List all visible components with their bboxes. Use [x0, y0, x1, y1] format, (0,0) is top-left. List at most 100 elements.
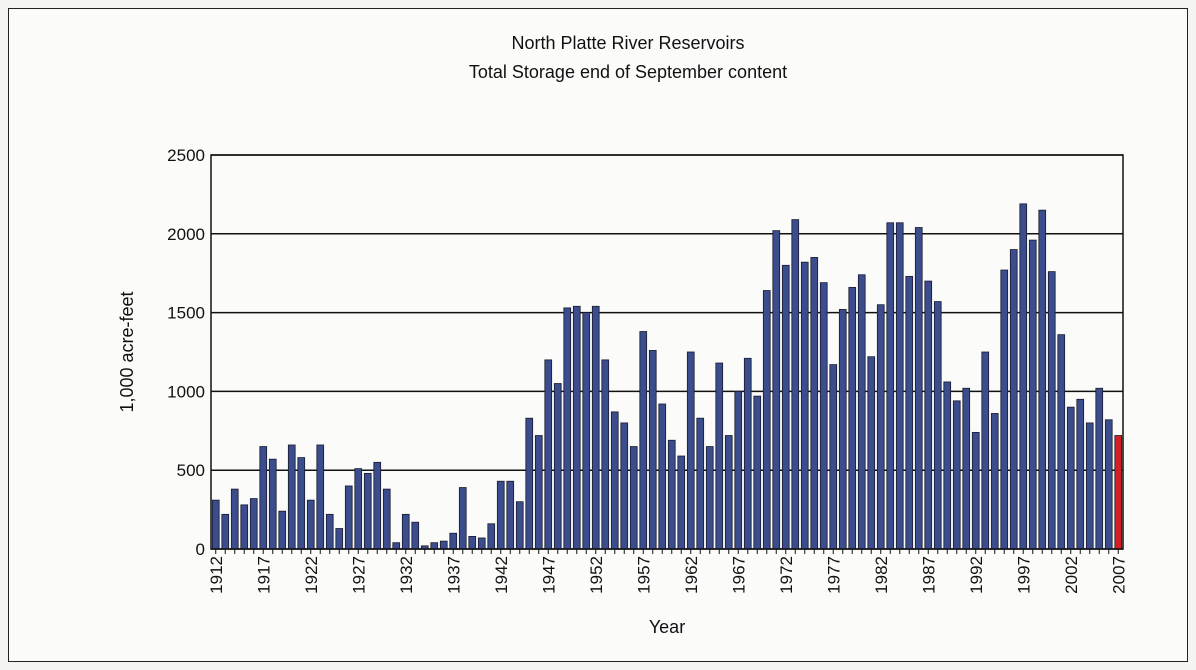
- bar-1959: [658, 403, 667, 550]
- bar-1976: [819, 282, 828, 550]
- bar-1989: [943, 381, 952, 550]
- bar-1984: [895, 222, 904, 550]
- bar-1960: [667, 439, 676, 550]
- bar-1954: [610, 411, 619, 550]
- bar-1921: [297, 457, 306, 550]
- bar-1938: [458, 487, 467, 550]
- bar-1923: [316, 444, 325, 550]
- bar-1930: [382, 488, 391, 550]
- bar-1941: [487, 523, 496, 550]
- bar-1968: [743, 357, 752, 550]
- bar-1932: [401, 513, 410, 550]
- bar-2007: [1114, 435, 1123, 550]
- bar-1988: [933, 301, 942, 550]
- bar-1951: [582, 312, 591, 550]
- x-tick-label: 1942: [492, 556, 511, 594]
- bar-1963: [696, 417, 705, 550]
- y-axis-ticks: 0 500 1000 1500 2000 2500: [167, 146, 205, 559]
- bar-1973: [791, 219, 800, 550]
- y-tick-label: 1000: [167, 382, 205, 401]
- x-tick-label: 1912: [207, 556, 226, 594]
- bar-1985: [905, 275, 914, 550]
- bar-1967: [734, 390, 743, 550]
- x-tick-label: 1937: [444, 556, 463, 594]
- bar-1977: [829, 364, 838, 550]
- bar-1927: [354, 468, 363, 550]
- bar-1971: [772, 230, 781, 550]
- bar-1972: [781, 264, 790, 550]
- bar-1915: [240, 504, 249, 550]
- bar-1983: [886, 222, 895, 550]
- bar-1964: [705, 446, 714, 550]
- chart-title: North Platte River Reservoirs: [511, 33, 744, 53]
- bar-1949: [563, 307, 572, 550]
- y-tick-label: 500: [177, 461, 205, 480]
- bar-1936: [439, 540, 448, 550]
- bar-1999: [1038, 209, 1047, 550]
- bar-2000: [1047, 271, 1056, 550]
- bar-1975: [810, 257, 819, 550]
- y-tick-label: 1500: [167, 304, 205, 323]
- bar-1990: [952, 400, 961, 550]
- bar-2006: [1104, 419, 1113, 550]
- bar-1940: [477, 537, 486, 550]
- bar-1982: [876, 304, 885, 550]
- bar-1931: [392, 542, 401, 550]
- bar-1935: [430, 542, 439, 550]
- bar-1995: [1000, 269, 1009, 550]
- bar-1937: [449, 532, 458, 550]
- bar-1924: [325, 513, 334, 550]
- x-tick-label: 1972: [777, 556, 796, 594]
- x-tick-label: 1947: [539, 556, 558, 594]
- y-tick-label: 2000: [167, 225, 205, 244]
- bar-2004: [1085, 422, 1094, 550]
- bar-1961: [677, 455, 686, 550]
- bar-1986: [914, 227, 923, 550]
- bar-1916: [249, 498, 258, 550]
- bar-1948: [553, 383, 562, 550]
- bar-1942: [496, 480, 505, 550]
- x-tick-label: 1992: [967, 556, 986, 594]
- bar-1953: [601, 359, 610, 550]
- x-tick-label: 1987: [919, 556, 938, 594]
- bar-2001: [1057, 334, 1066, 550]
- x-tick-label: 1952: [587, 556, 606, 594]
- x-tick-label: 1932: [397, 556, 416, 594]
- bar-2003: [1076, 398, 1085, 550]
- x-tick-label: 2007: [1109, 556, 1128, 594]
- plot-area-border: [210, 154, 1124, 550]
- bars: [211, 203, 1123, 550]
- bar-1939: [468, 535, 477, 550]
- bar-1945: [525, 417, 534, 550]
- x-tick-label: 1962: [682, 556, 701, 594]
- bar-1952: [591, 305, 600, 550]
- bar-1914: [230, 488, 239, 550]
- bar-1919: [278, 510, 287, 550]
- bar-1912: [211, 499, 220, 550]
- bar-1994: [990, 413, 999, 550]
- bar-1950: [572, 305, 581, 550]
- bar-1978: [838, 309, 847, 550]
- bar-1925: [335, 528, 344, 550]
- bar-1979: [848, 286, 857, 550]
- bar-1957: [639, 331, 648, 550]
- bar-1997: [1019, 203, 1028, 550]
- bar-1981: [867, 356, 876, 550]
- bar-1956: [629, 446, 638, 550]
- bar-1920: [287, 444, 296, 550]
- bar-2005: [1095, 387, 1104, 550]
- bar-1918: [268, 458, 277, 550]
- bar-1933: [411, 521, 420, 550]
- bar-1922: [306, 499, 315, 550]
- x-tick-label: 2002: [1062, 556, 1081, 594]
- x-tick-label: 1917: [254, 556, 273, 594]
- y-axis-label: 1,000 acre-feet: [117, 291, 137, 412]
- y-tick-label: 2500: [167, 146, 205, 165]
- x-tick-label: 1982: [872, 556, 891, 594]
- bar-1974: [800, 261, 809, 550]
- bar-1965: [715, 362, 724, 550]
- x-axis-label: Year: [649, 617, 685, 637]
- chart-subtitle: Total Storage end of September content: [469, 62, 787, 82]
- bar-1928: [363, 472, 372, 550]
